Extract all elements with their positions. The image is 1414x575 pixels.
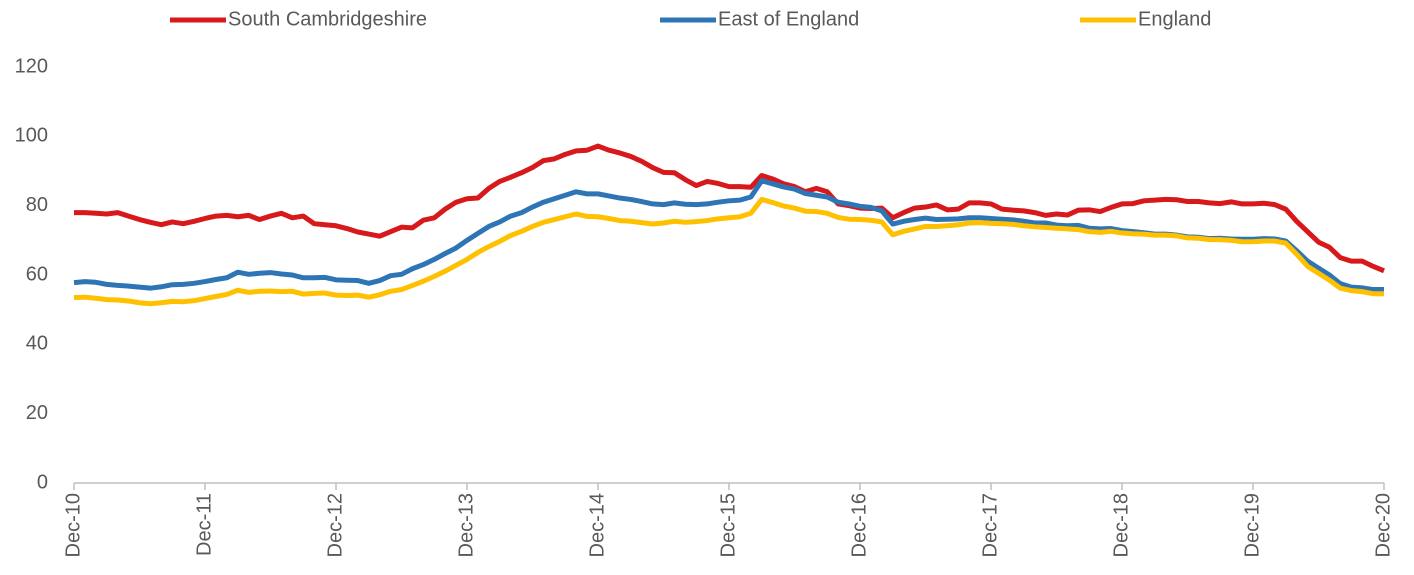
x-tick-label: Dec-15	[717, 493, 739, 557]
legend-label: East of England	[718, 8, 859, 30]
legend-label: South Cambridgeshire	[228, 8, 427, 30]
x-tick-label: Dec-20	[1372, 493, 1394, 557]
series-line	[73, 196, 1384, 307]
y-tick-label: 20	[26, 402, 48, 424]
y-tick-label: 120	[15, 55, 48, 77]
legend-label: England	[1138, 8, 1211, 30]
x-tick-label: Dec-16	[848, 493, 870, 557]
y-tick-label: 60	[26, 263, 48, 285]
y-tick-label: 0	[37, 471, 48, 493]
x-tick-label: Dec-11	[193, 493, 215, 556]
x-tick-label: Dec-12	[324, 493, 346, 557]
series-line	[74, 143, 1385, 274]
series-line	[73, 178, 1384, 293]
x-tick-label: Dec-19	[1241, 493, 1263, 557]
x-tick-label: Dec-10	[62, 493, 84, 557]
y-tick-label: 80	[26, 194, 48, 216]
x-tick-label: Dec-18	[1110, 493, 1132, 557]
y-tick-label: 100	[15, 125, 48, 147]
x-tick-label: Dec-17	[979, 493, 1001, 557]
x-tick-label: Dec-13	[455, 493, 477, 557]
y-tick-label: 40	[26, 333, 48, 355]
x-tick-label: Dec-14	[586, 493, 608, 557]
